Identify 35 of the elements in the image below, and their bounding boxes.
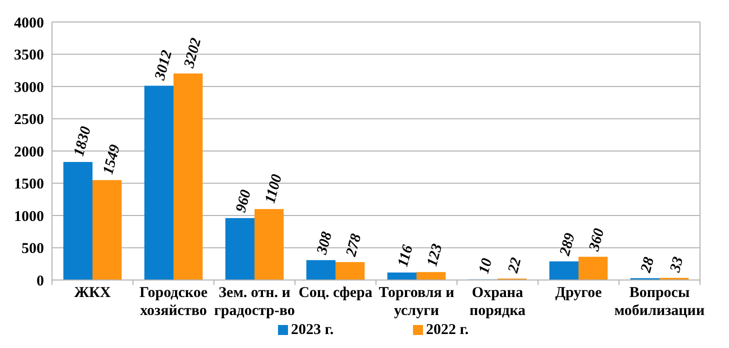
y-tick-label: 1000 (14, 208, 44, 225)
y-tick-label: 2500 (14, 112, 44, 128)
data-label: 10 (476, 256, 496, 276)
x-tick-label: Вопросы мобилизации (614, 285, 705, 319)
data-label: 360 (586, 226, 608, 254)
data-label: 123 (424, 242, 446, 268)
data-label: 278 (343, 232, 365, 260)
data-label: 1100 (262, 172, 286, 206)
y-tick-label: 500 (22, 241, 44, 257)
y-tick-label: 2000 (14, 144, 44, 160)
data-label: 3012 (152, 48, 176, 83)
y-tick-label: 3000 (14, 80, 44, 96)
x-tick-label: Другое (555, 285, 602, 301)
x-tick-label: Городское хозяйство (140, 285, 208, 319)
y-tick-label: 0 (36, 273, 44, 290)
x-tick-label: Зем. отн. и градостр-во (214, 285, 295, 319)
x-tick-label: Торговля и услуги (378, 285, 455, 319)
data-label: 22 (505, 256, 525, 276)
y-tick-label: 3500 (14, 48, 44, 64)
data-label: 960 (233, 188, 255, 214)
data-label: 33 (667, 254, 687, 275)
y-tick-label: 1500 (14, 176, 44, 192)
legend-label: 2023 г. (291, 322, 334, 338)
data-label: 308 (314, 230, 336, 258)
data-label: 1549 (100, 142, 124, 176)
x-tick-label: Соц. сфера (298, 285, 373, 301)
legend-label: 2022 г. (426, 322, 469, 338)
data-label: 116 (395, 242, 417, 269)
data-label: 3202 (181, 36, 205, 70)
y-tick-label: 4000 (14, 15, 44, 32)
data-label: 289 (557, 231, 579, 258)
x-tick-label: Охрана порядка (469, 285, 526, 319)
data-label: 28 (638, 255, 658, 276)
x-tick-label: ЖКХ (74, 285, 111, 301)
data-label: 1830 (71, 124, 95, 158)
